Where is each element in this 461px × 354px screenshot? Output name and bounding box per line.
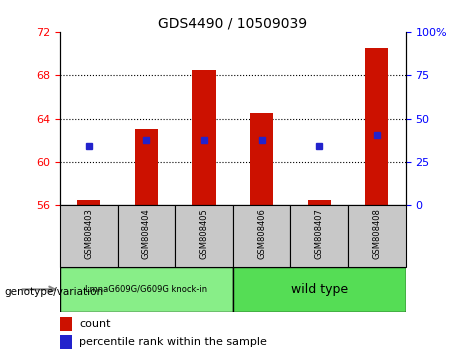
Bar (135, 130, 158, 205)
Bar (60, 317, 72, 331)
Text: GSM808405: GSM808405 (200, 209, 208, 259)
Bar (77, 200, 100, 205)
Text: LmnaG609G/G609G knock-in: LmnaG609G/G609G knock-in (85, 285, 207, 294)
Bar (290, 205, 348, 267)
Bar (233, 267, 406, 312)
Title: GDS4490 / 10509039: GDS4490 / 10509039 (158, 17, 307, 31)
Text: GSM808407: GSM808407 (315, 209, 324, 259)
Bar (233, 205, 290, 267)
Text: GSM808408: GSM808408 (372, 209, 381, 259)
Bar (250, 113, 273, 205)
Bar (60, 267, 233, 312)
Bar (60, 335, 72, 349)
Text: GSM808403: GSM808403 (84, 209, 93, 259)
Text: GSM808404: GSM808404 (142, 209, 151, 259)
Text: count: count (79, 319, 111, 329)
Text: genotype/variation: genotype/variation (5, 287, 104, 297)
Bar (193, 70, 216, 205)
Text: GSM808406: GSM808406 (257, 209, 266, 259)
Bar (60, 205, 118, 267)
Bar (118, 205, 175, 267)
Bar (308, 200, 331, 205)
Bar (175, 205, 233, 267)
Bar (348, 205, 406, 267)
Text: percentile rank within the sample: percentile rank within the sample (79, 337, 267, 347)
Bar (365, 48, 388, 205)
Text: wild type: wild type (291, 283, 348, 296)
